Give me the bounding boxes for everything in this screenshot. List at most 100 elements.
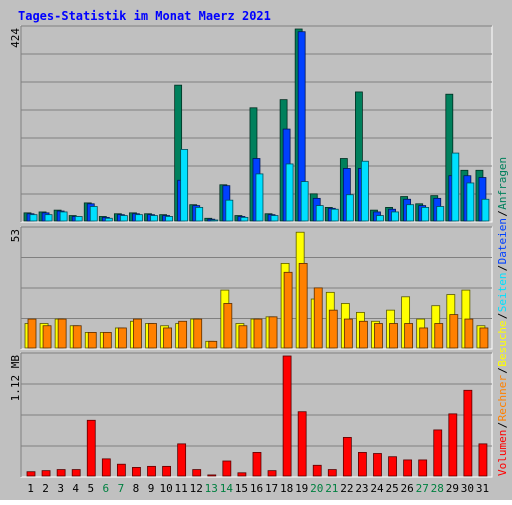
- x-tick-label-day-5: 5: [87, 482, 94, 495]
- bar-rechner-day-10: [163, 327, 172, 349]
- bar-seiten-day-1: [29, 214, 38, 222]
- x-tick-label-day-24: 24: [370, 482, 384, 495]
- bar-volumen-day-18: [282, 355, 292, 477]
- bar-seiten-day-10: [165, 216, 173, 222]
- bar-rechner-day-24: [374, 323, 383, 349]
- legend-label-volumen: Volumen: [496, 430, 509, 476]
- bar-rechner-day-5: [87, 332, 97, 349]
- bar-rechner-day-7: [117, 327, 127, 349]
- bar-volumen-day-16: [252, 452, 262, 477]
- x-tick-label-day-12: 12: [190, 482, 203, 495]
- x-tick-label-day-16: 16: [250, 482, 263, 495]
- bar-rechner-day-21: [328, 309, 338, 349]
- bar-seiten-day-9: [150, 215, 158, 222]
- x-tick-label-day-2: 2: [42, 482, 49, 495]
- x-tick-label-day-28: 28: [431, 482, 444, 495]
- bar-rechner-day-31: [479, 327, 489, 349]
- bar-volumen-day-23: [358, 452, 367, 477]
- x-tick-label-day-26: 26: [401, 482, 414, 495]
- bar-volumen-day-3: [56, 469, 66, 477]
- x-tick-label-day-11: 11: [175, 482, 188, 495]
- legend-label-rechner: Rechner: [496, 375, 509, 422]
- x-tick-label-day-17: 17: [265, 482, 278, 495]
- bar-volumen-day-20: [312, 464, 322, 477]
- bar-volumen-day-25: [388, 456, 397, 477]
- bar-seiten-day-16: [255, 173, 264, 222]
- x-tick-label-day-6: 6: [103, 482, 110, 495]
- bar-seiten-day-20: [315, 205, 324, 222]
- bar-rechner-day-3: [57, 318, 67, 349]
- x-tick-label-day-10: 10: [159, 482, 172, 495]
- bar-volumen-day-31: [478, 443, 488, 477]
- x-tick-label-day-3: 3: [57, 482, 64, 495]
- x-tick-label-day-29: 29: [446, 482, 459, 495]
- bar-seiten-day-12: [195, 207, 204, 222]
- legend-separator: /: [496, 313, 509, 320]
- x-tick-label-day-20: 20: [310, 482, 323, 495]
- bar-volumen-day-19: [297, 411, 307, 477]
- y-axis-max-label: 1.12 MB: [9, 355, 22, 402]
- bar-rechner-day-23: [359, 320, 368, 349]
- bar-rechner-day-29: [449, 314, 459, 349]
- bar-volumen-day-9: [147, 465, 156, 477]
- x-tick-label-day-27: 27: [416, 482, 429, 495]
- bar-volumen-day-12: [192, 469, 202, 477]
- panel-visits: 53: [9, 226, 493, 350]
- bar-volumen-day-27: [418, 459, 428, 477]
- x-tick-label-day-14: 14: [220, 482, 234, 495]
- bar-seiten-day-8: [135, 214, 143, 222]
- panel-requests: 424: [9, 25, 493, 223]
- legend-separator: /: [496, 265, 509, 272]
- bar-seiten-day-13: [210, 219, 219, 222]
- bar-volumen-day-28: [433, 429, 443, 477]
- bar-seiten-day-22: [345, 194, 354, 222]
- bar-rechner-day-1: [27, 318, 37, 349]
- bar-volumen-day-29: [448, 413, 458, 477]
- bar-seiten-day-26: [406, 204, 415, 222]
- bar-volumen-day-4: [71, 469, 81, 477]
- legend-label-seiten: Seiten: [496, 272, 509, 312]
- bar-rechner-day-6: [102, 332, 112, 349]
- bar-volumen-day-1: [26, 471, 36, 477]
- bar-volumen-day-8: [132, 467, 141, 477]
- y-axis-max-label: 424: [9, 28, 22, 48]
- legend-label-besuche: Besuche: [496, 320, 509, 366]
- bar-volumen-day-2: [41, 470, 51, 477]
- x-tick-label-day-9: 9: [148, 482, 155, 495]
- bar-rechner-day-26: [404, 323, 414, 349]
- bar-seiten-day-29: [451, 152, 460, 222]
- bar-rechner-day-4: [72, 325, 82, 349]
- y-axis-max-label: 53: [9, 229, 22, 242]
- x-tick-label-day-18: 18: [280, 482, 293, 495]
- bar-rechner-day-15: [238, 325, 248, 349]
- bar-volumen-day-17: [267, 470, 277, 477]
- bar-seiten-day-19: [300, 181, 309, 222]
- x-tick-label-day-8: 8: [133, 482, 140, 495]
- bar-rechner-day-28: [434, 323, 444, 349]
- bar-volumen-day-14: [222, 460, 232, 477]
- bar-volumen-day-10: [162, 465, 171, 477]
- bar-rechner-day-16: [253, 318, 263, 349]
- bar-rechner-day-11: [178, 320, 188, 349]
- bar-seiten-day-11: [180, 149, 189, 222]
- bar-seiten-day-3: [59, 211, 68, 222]
- x-tick-label-day-23: 23: [355, 482, 368, 495]
- bar-rechner-day-20: [313, 287, 323, 349]
- x-axis-tick-labels: 1 2 3 4 5 6 7 8 9 10 11 12 13 14 15 16 17 18 19 20 21 22 23 24 2…: [27, 482, 489, 495]
- x-tick-label-day-25: 25: [385, 482, 398, 495]
- x-tick-label-day-13: 13: [205, 482, 218, 495]
- bar-volumen-day-26: [403, 459, 413, 477]
- bar-rechner-day-17: [268, 316, 278, 349]
- legend-label-dateien: Dateien: [496, 218, 509, 264]
- bar-seiten-day-23: [361, 160, 369, 222]
- bar-rechner-day-2: [42, 325, 52, 349]
- bar-volumen-day-24: [373, 453, 382, 477]
- bar-seiten-day-4: [74, 216, 83, 222]
- legend-separator: /: [496, 367, 509, 374]
- bar-seiten-day-25: [391, 211, 399, 222]
- x-tick-label-day-19: 19: [295, 482, 308, 495]
- bar-volumen-day-6: [101, 458, 111, 477]
- bar-seiten-day-2: [44, 214, 53, 222]
- x-tick-label-day-30: 30: [461, 482, 474, 495]
